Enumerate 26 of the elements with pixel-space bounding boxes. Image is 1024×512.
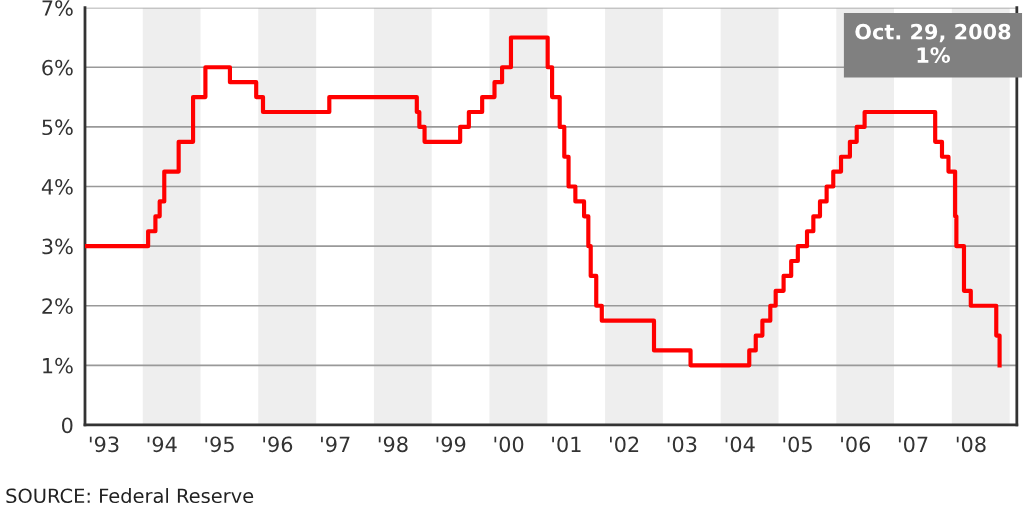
y-tick-label: 1%	[43, 357, 73, 374]
x-tick-label: '94	[147, 436, 177, 453]
x-tick-label: '06	[841, 436, 871, 453]
x-tick-label: '95	[205, 436, 234, 453]
source-note: SOURCE: Federal Reserve	[6, 488, 254, 504]
x-tick-label: '96	[263, 436, 293, 453]
x-tick-label: '07	[898, 436, 928, 453]
y-tick-label: 3%	[42, 238, 73, 255]
y-tick-label: 7%	[42, 0, 73, 16]
x-tick-label: '04	[725, 436, 755, 453]
x-tick-label: '02	[609, 436, 639, 453]
x-tick-label: '00	[494, 436, 524, 453]
y-tick-label: 2%	[42, 298, 73, 314]
y-tick-label: 5%	[42, 119, 73, 136]
x-tick-label: '93	[89, 436, 119, 453]
x-tick-label: '97	[321, 436, 350, 453]
x-tick-label: '05	[783, 436, 812, 453]
x-tick-label: '98	[378, 436, 408, 453]
x-tick-label: '08	[956, 436, 986, 453]
x-tick-label: '01	[552, 436, 581, 453]
x-tick-label: '03	[667, 436, 697, 453]
y-tick-label: 0	[62, 417, 73, 434]
y-tick-label: 6%	[42, 59, 73, 76]
y-tick-label: 4%	[41, 178, 73, 195]
x-tick-label: '99	[436, 436, 466, 453]
annotation: Oct. 29, 2008 1%	[855, 23, 1011, 63]
